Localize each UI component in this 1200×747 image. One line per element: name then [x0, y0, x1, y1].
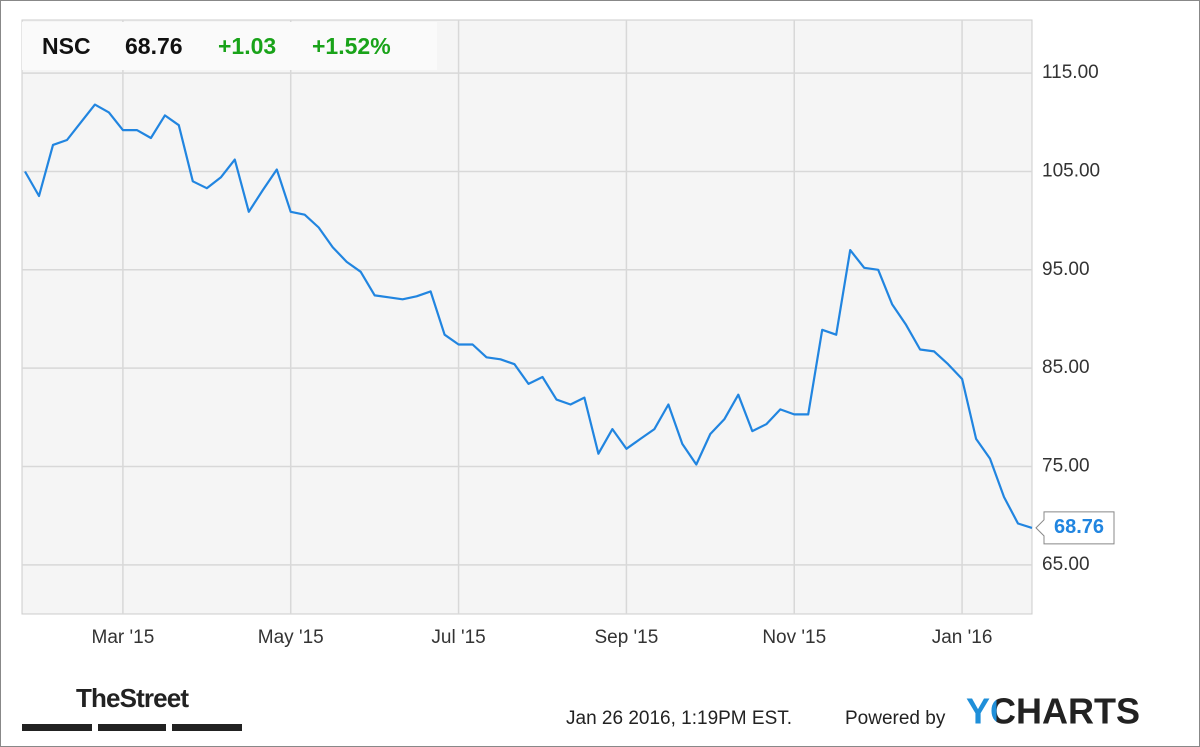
y-tick-label: 105.00: [1042, 160, 1100, 181]
x-tick-label: May '15: [258, 627, 324, 648]
y-tick-label: 115.00: [1042, 62, 1099, 83]
y-tick-label: 75.00: [1042, 455, 1090, 476]
x-tick-label: Jan '16: [932, 627, 993, 648]
ticker: NSC: [42, 33, 91, 59]
x-tick-label: Nov '15: [762, 627, 826, 648]
x-tick-label: Mar '15: [92, 627, 155, 648]
price: 68.76: [125, 33, 183, 59]
y-tick-label: 65.00: [1042, 554, 1090, 575]
y-tick-label: 85.00: [1042, 357, 1090, 378]
logo-bar: [98, 724, 166, 731]
price-line: [24, 103, 1033, 529]
source-logo: TheStreet: [76, 683, 189, 713]
change: +1.03: [218, 33, 276, 59]
logo-bar: [172, 724, 242, 731]
last-value-label: 68.76: [1054, 516, 1104, 538]
header-box: [22, 22, 437, 70]
brand: YCHARTS: [966, 691, 1140, 732]
timestamp: Jan 26 2016, 1:19PM EST.: [566, 708, 792, 729]
y-tick-label: 95.00: [1042, 259, 1090, 280]
x-tick-label: Sep '15: [594, 627, 658, 648]
powered-by: Powered by: [845, 708, 946, 729]
x-tick-label: Jul '15: [431, 627, 485, 648]
last-value-box: [1035, 511, 1115, 545]
change-pct: +1.52%: [312, 33, 391, 59]
logo-bar: [22, 724, 92, 731]
plot-area: [21, 19, 1033, 615]
